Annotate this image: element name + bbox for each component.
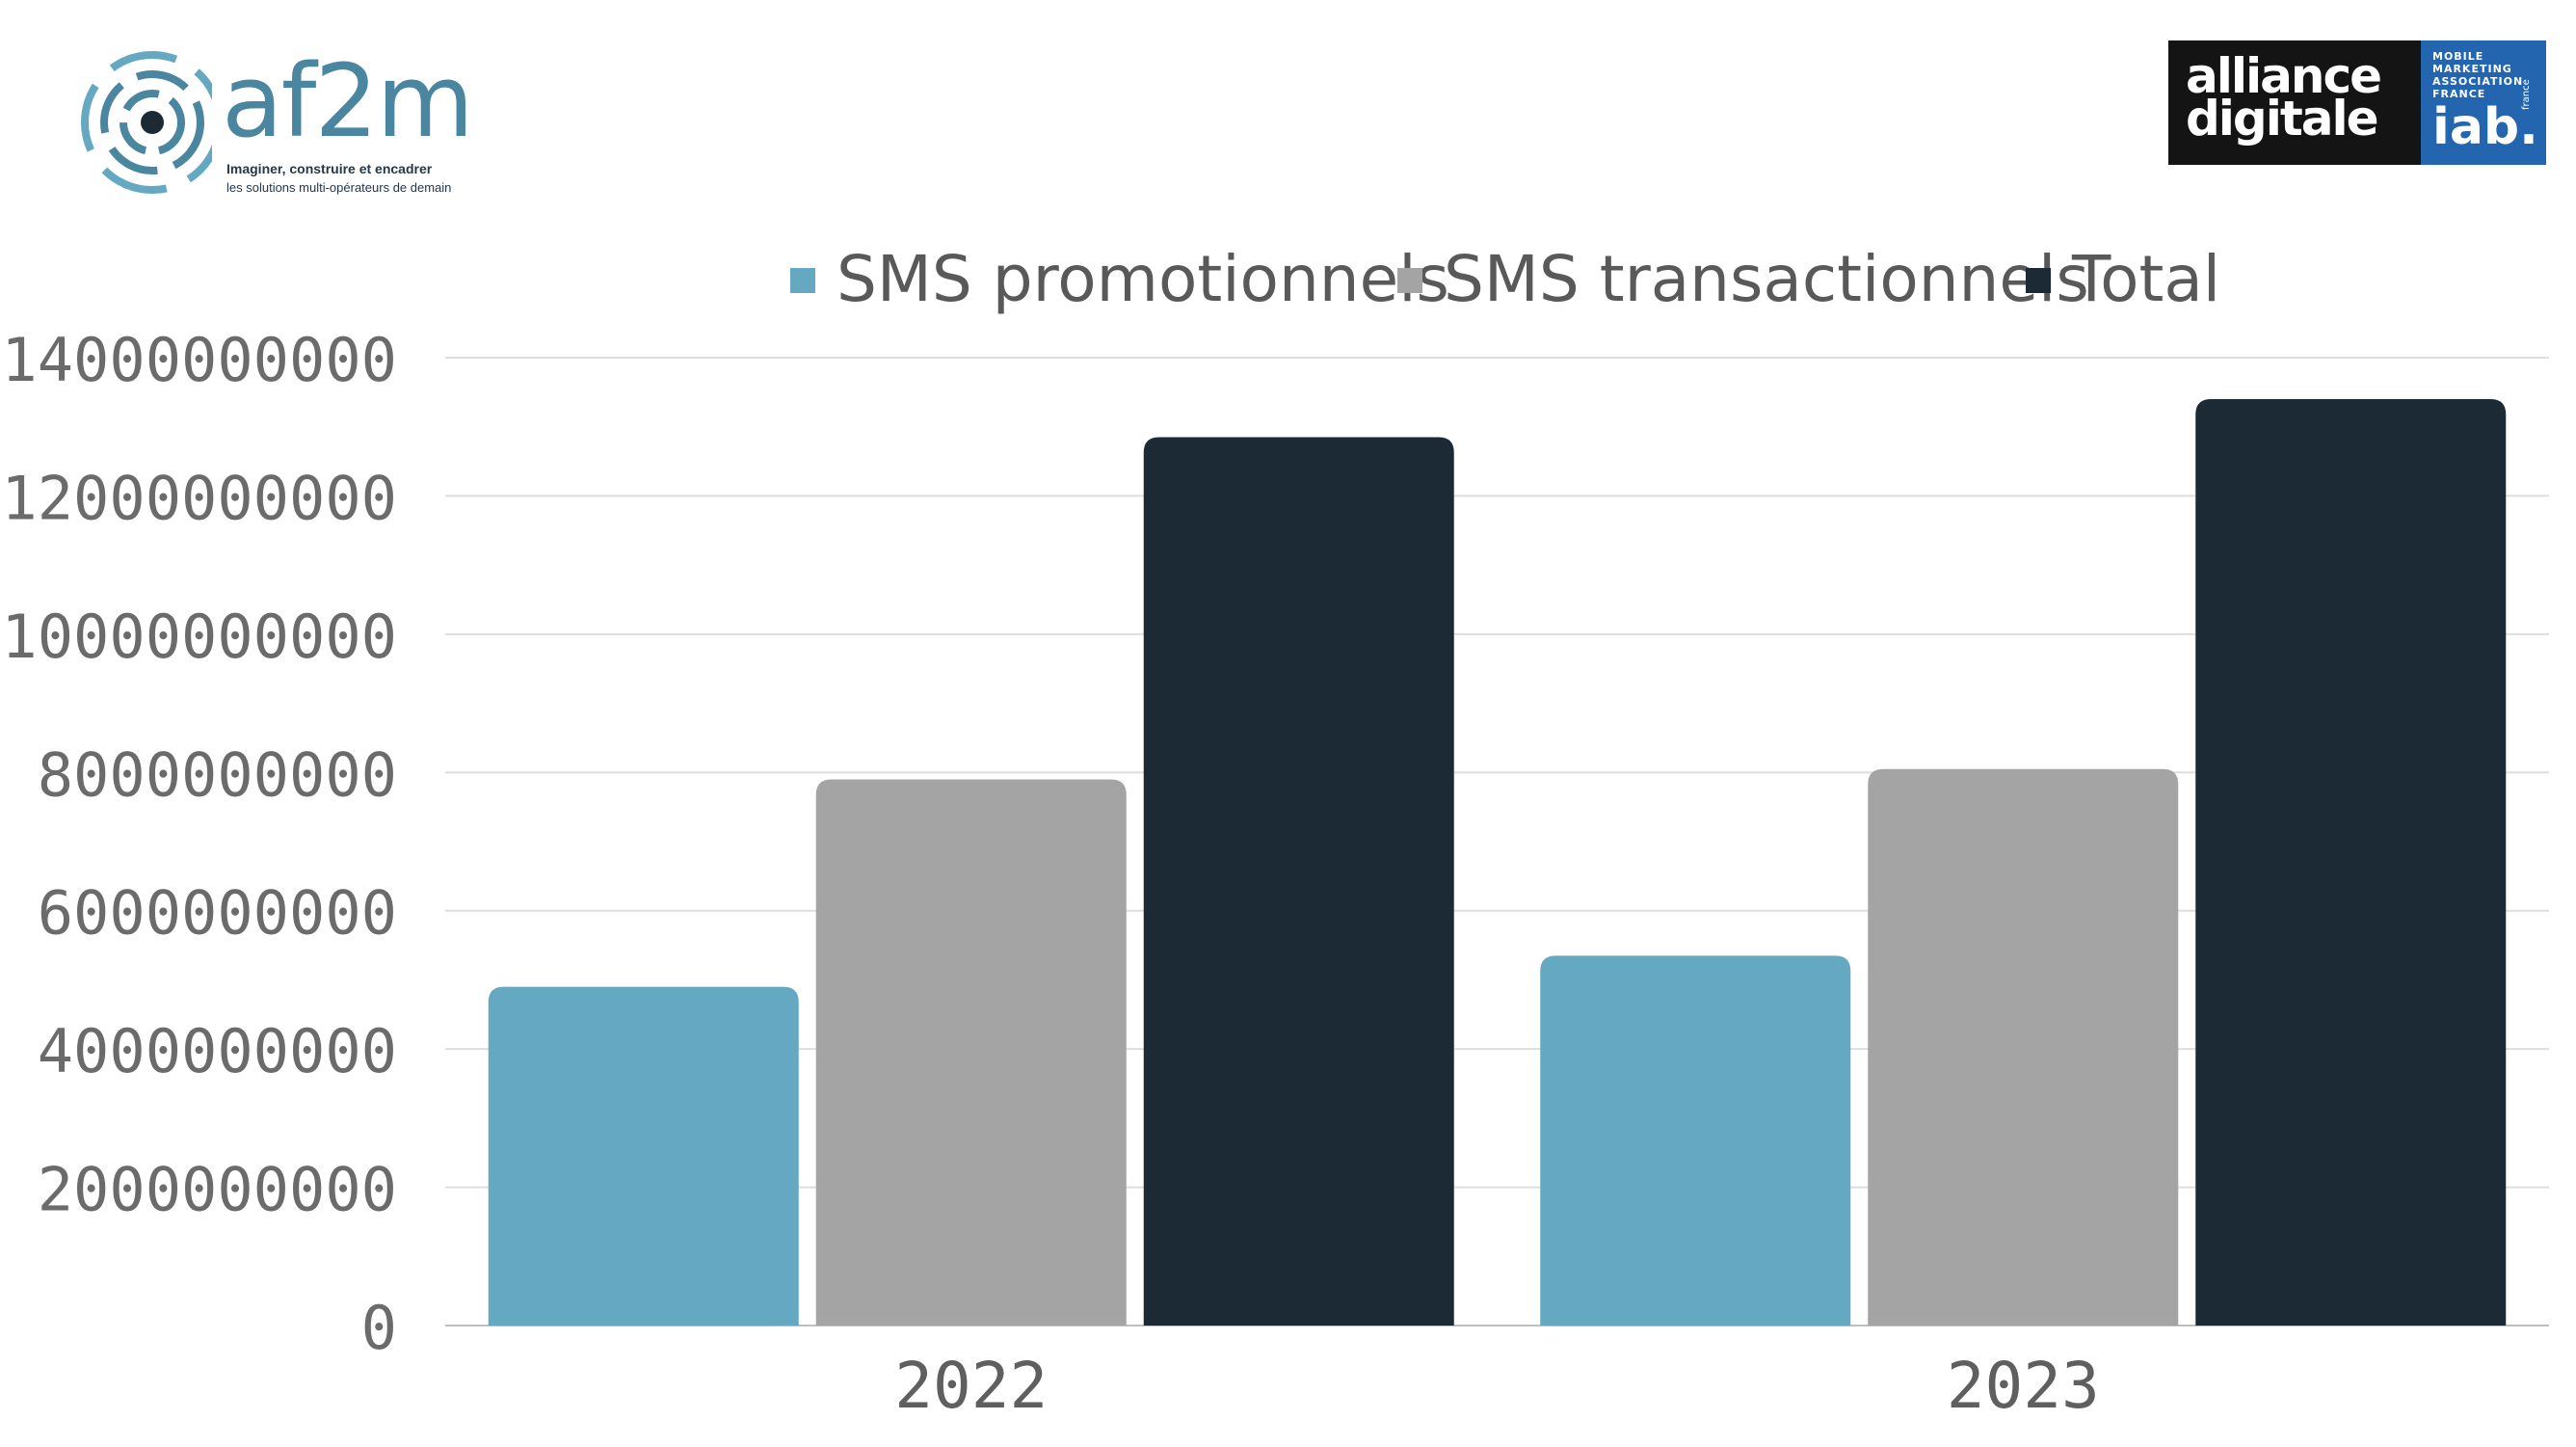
y-tick-label: 14000000000 bbox=[1, 325, 397, 395]
bar bbox=[815, 779, 1127, 1326]
mma-line-3: ASSOCIATION bbox=[2432, 75, 2524, 88]
y-tick-label: 2000000000 bbox=[38, 1155, 397, 1225]
af2m-logo: af2m Imaginer, construire et encadrer le… bbox=[67, 42, 474, 207]
bar bbox=[488, 986, 799, 1326]
y-tick-label: 10000000000 bbox=[1, 602, 397, 672]
y-tick-label: 6000000000 bbox=[38, 878, 397, 949]
bar bbox=[2195, 399, 2507, 1326]
y-tick-label: 0 bbox=[361, 1293, 397, 1363]
alliance-word: alliance bbox=[2186, 48, 2382, 104]
legend-swatch bbox=[1397, 268, 1422, 293]
y-tick-label: 4000000000 bbox=[38, 1016, 397, 1086]
iab-wordmark: iab. bbox=[2432, 98, 2538, 156]
af2m-tagline-1: Imaginer, construire et encadrer bbox=[226, 161, 433, 176]
legend-label: SMS promotionnels bbox=[837, 242, 1449, 316]
x-axis-ticks: 2022 2023 bbox=[894, 1349, 2099, 1423]
digitale-word: digitale bbox=[2186, 91, 2379, 147]
af2m-tagline-2: les solutions multi-opérateurs de demain bbox=[226, 180, 452, 195]
y-axis-ticks: 0 2000000000 4000000000 6000000000 800000000… bbox=[1, 325, 397, 1363]
y-tick-label: 12000000000 bbox=[1, 463, 397, 533]
bars bbox=[488, 399, 2507, 1326]
legend-swatch bbox=[790, 268, 815, 293]
bar bbox=[1868, 768, 2179, 1326]
mma-line-2: MARKETING bbox=[2432, 63, 2512, 75]
legend-swatch bbox=[2026, 268, 2051, 293]
legend-label: Total bbox=[2071, 242, 2220, 316]
mma-text: MOBILE MARKETING ASSOCIATION FRANCE bbox=[2432, 50, 2540, 100]
af2m-wordmark: af2m bbox=[222, 42, 474, 160]
x-tick-label: 2023 bbox=[1947, 1349, 2100, 1423]
x-tick-label: 2022 bbox=[894, 1349, 1048, 1423]
legend-label: SMS transactionnels bbox=[1444, 242, 2089, 316]
y-tick-label: 8000000000 bbox=[38, 739, 397, 810]
mma-line-4: FRANCE bbox=[2432, 88, 2486, 100]
bar bbox=[1143, 437, 1454, 1326]
iab-mma-block: MOBILE MARKETING ASSOCIATION FRANCE iab.… bbox=[2421, 40, 2546, 165]
alliance-digitale-block: alliance digitale bbox=[2168, 40, 2421, 165]
alliance-digitale-logo: alliance digitale MOBILE MARKETING ASSOC… bbox=[2168, 40, 2546, 165]
mma-line-1: MOBILE bbox=[2432, 50, 2484, 63]
bar bbox=[1540, 955, 1851, 1326]
